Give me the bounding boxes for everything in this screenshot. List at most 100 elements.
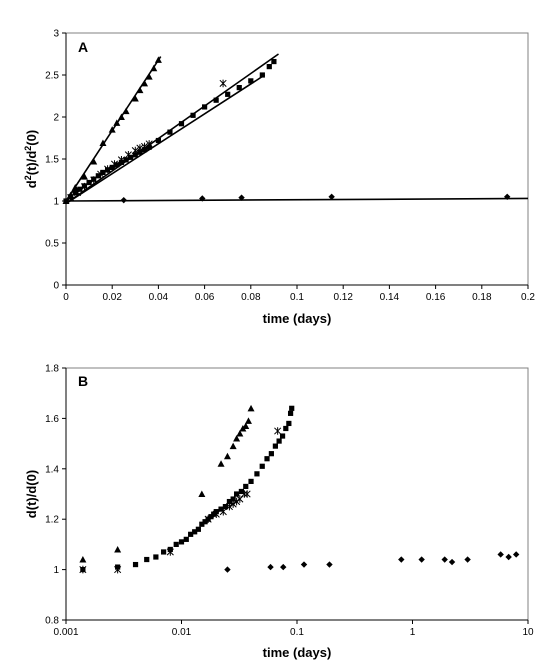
- data-point-square: [161, 549, 167, 555]
- x-tick-label: 0.06: [195, 292, 215, 303]
- data-point-diamond: [326, 561, 333, 568]
- x-tick-label: 0.16: [426, 292, 446, 303]
- data-point-star: [117, 156, 125, 164]
- y-label-a-sup2: 2: [23, 146, 33, 151]
- data-point-diamond: [300, 561, 308, 568]
- data-point-diamond: [238, 194, 245, 201]
- y-axis-label-a: d2(t)/d2(0): [23, 130, 39, 188]
- data-point-square: [222, 504, 229, 510]
- x-tick-label: 0.18: [472, 292, 492, 303]
- data-point-star: [219, 79, 227, 88]
- panel-label-b: B: [78, 373, 88, 389]
- data-point-star: [225, 502, 233, 511]
- y-label-a-sup1: 2: [23, 175, 33, 180]
- data-point-diamond: [120, 196, 127, 204]
- data-point-triangle: [113, 119, 121, 126]
- y-tick-label: 3: [53, 29, 59, 40]
- data-point-square: [243, 483, 249, 490]
- data-point-star: [212, 510, 220, 518]
- data-point-square: [271, 58, 277, 65]
- y-tick-label: 1: [53, 197, 59, 208]
- data-point-triangle: [71, 184, 79, 191]
- data-point-star: [97, 170, 105, 178]
- x-tick-label: 0.14: [380, 292, 400, 303]
- data-point-square: [155, 137, 161, 144]
- data-point-diamond: [505, 553, 512, 561]
- data-point-triangle: [217, 460, 225, 467]
- data-point-square: [173, 541, 179, 547]
- x-tick-label: 10: [522, 627, 534, 638]
- y-tick-label: 1: [53, 565, 59, 576]
- fit-line: [65, 74, 266, 205]
- data-point-triangle: [131, 95, 139, 102]
- data-point-square: [287, 410, 294, 416]
- data-point-diamond: [280, 563, 287, 571]
- x-tick-label: 0.1: [290, 292, 304, 303]
- panel-a: A 0 0.02 0.04 0.06 0.08 0.1 0.12 0.14 0.16 0.18 0.…: [23, 29, 535, 327]
- data-point-square: [190, 112, 196, 118]
- points-a: [62, 56, 511, 204]
- data-point-square: [279, 433, 286, 439]
- data-point-star: [140, 142, 149, 151]
- y-tick-label: 0.5: [45, 239, 59, 250]
- data-point-star: [219, 507, 227, 516]
- data-point-square: [202, 104, 208, 110]
- y-label-a-part1: d: [24, 180, 39, 188]
- panel-b: B 0.001 0.01 0.1 1 10 0.8 1 1.2 1.4 1.6 1.8 time …: [24, 364, 534, 661]
- fit-line: [65, 53, 279, 205]
- data-point-star: [131, 146, 139, 155]
- data-point-triangle: [114, 545, 122, 553]
- data-point-square: [123, 157, 129, 163]
- x-tick-label: 0.001: [53, 627, 78, 638]
- series-diamond: [120, 193, 511, 204]
- series-triangle: [62, 56, 162, 204]
- series-triangle: [79, 404, 255, 563]
- x-tick-label: 0.1: [290, 627, 304, 638]
- data-point-diamond: [199, 195, 206, 202]
- data-point-diamond: [448, 558, 456, 566]
- data-point-triangle: [150, 64, 158, 72]
- data-point-square: [226, 498, 233, 505]
- data-point-star: [243, 490, 251, 498]
- data-point-triangle: [117, 113, 125, 120]
- data-point-diamond: [418, 556, 425, 563]
- data-point-square: [283, 425, 289, 432]
- x-tick-label: 0.02: [102, 292, 122, 303]
- points-b: [79, 404, 520, 574]
- panel-label-a: A: [78, 39, 88, 55]
- data-point-diamond: [504, 193, 511, 200]
- series-diamond: [224, 551, 520, 573]
- data-point-star: [73, 188, 82, 197]
- data-point-square: [266, 64, 272, 70]
- data-point-diamond: [441, 556, 448, 563]
- data-point-square: [132, 152, 138, 158]
- x-axis-label-a: time (days): [263, 311, 332, 326]
- data-point-star: [166, 548, 174, 556]
- data-point-square: [109, 164, 115, 170]
- x-axis-a: 0 0.02 0.04 0.06 0.08 0.1 0.12 0.14 0.16 0.18 0.2: [63, 284, 535, 303]
- data-point-triangle: [90, 158, 98, 165]
- data-point-square: [248, 478, 254, 484]
- data-point-square: [236, 85, 242, 91]
- data-point-diamond: [464, 556, 471, 563]
- data-point-triangle: [141, 79, 149, 87]
- data-point-square: [286, 420, 292, 427]
- data-point-square: [192, 529, 198, 535]
- y-tick-label: 1.2: [45, 515, 59, 526]
- plot-area-b: [65, 367, 529, 621]
- series-square: [80, 405, 295, 573]
- y-tick-label: 0: [53, 281, 59, 292]
- data-point-square: [132, 561, 139, 568]
- data-point-star: [229, 500, 237, 508]
- data-point-triangle: [122, 107, 130, 115]
- data-point-triangle: [242, 422, 250, 429]
- data-point-square: [254, 471, 260, 477]
- data-point-square: [234, 491, 240, 497]
- data-point-square: [289, 405, 295, 411]
- data-point-triangle: [247, 404, 255, 412]
- data-point-triangle: [145, 73, 153, 80]
- data-point-star: [114, 565, 122, 574]
- data-point-square: [137, 149, 143, 155]
- data-point-diamond: [398, 556, 405, 563]
- data-point-square: [153, 554, 159, 560]
